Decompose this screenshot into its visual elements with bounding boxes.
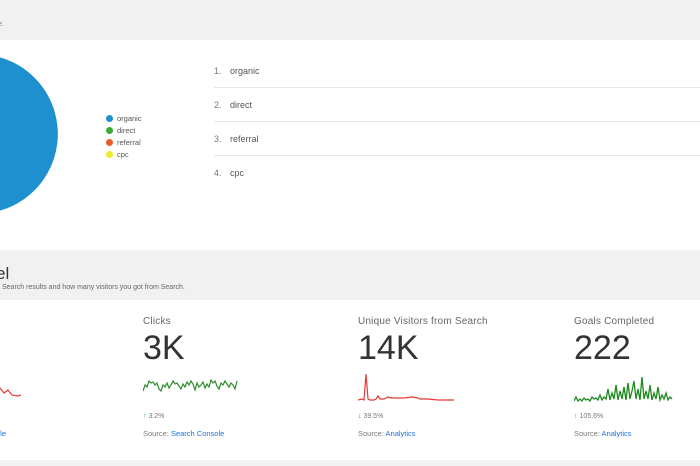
metric-title: Unique Visitors from Search xyxy=(358,316,488,327)
source-link-search-console[interactable]: Search Console xyxy=(170,429,225,438)
legend-label: direct xyxy=(117,125,136,135)
rank-number: 2. xyxy=(214,99,222,110)
rank-number: 3. xyxy=(214,133,222,144)
source-label: Source: xyxy=(143,429,169,438)
rank-number: 4. xyxy=(214,168,222,178)
legend-label: organic xyxy=(117,113,142,123)
legend-item-cpc[interactable]: cpc xyxy=(106,148,142,160)
metric-source: Source: Search Console xyxy=(143,429,323,438)
source-link-analytics[interactable]: Analytics xyxy=(385,429,416,438)
sparkline-chart xyxy=(142,371,323,405)
metric-goals-completed: Goals Completed 222 ↑ 105.6% Source: Ana… xyxy=(573,316,700,438)
list-item: 3. referral xyxy=(214,122,700,156)
metric-title: Clicks xyxy=(143,316,171,327)
bottom-band xyxy=(0,460,700,466)
section-description: e. xyxy=(0,21,4,28)
section-title: el xyxy=(0,264,10,283)
metric-change: ↑ 105.6% xyxy=(574,413,700,420)
metric-title: Goals Completed xyxy=(574,316,655,327)
list-item: 1. organic xyxy=(214,54,700,88)
list-item: 4. cpc xyxy=(214,156,700,190)
rank-label: organic xyxy=(230,65,260,76)
metric-source: Source: Analytics xyxy=(574,429,700,438)
search-funnel-card: ole Clicks 3K ↑ 3.2% Source: Search Cons… xyxy=(0,300,700,460)
legend-item-direct[interactable]: direct xyxy=(106,124,142,136)
legend-label: cpc xyxy=(117,149,129,159)
metric-clicks: Clicks 3K ↑ 3.2% Source: Search Console xyxy=(142,316,323,438)
metric-value: 14K xyxy=(358,329,419,367)
metric-impressions: ole xyxy=(0,316,42,438)
pie-svg xyxy=(0,56,59,212)
legend-dot-icon xyxy=(106,114,113,122)
metric-value: 3K xyxy=(143,329,185,367)
legend-item-organic[interactable]: organic xyxy=(106,112,142,124)
metric-title xyxy=(0,316,42,327)
pie-legend: organic direct referral cpc xyxy=(106,112,142,160)
traffic-pie-chart[interactable]: 53.7% xyxy=(0,54,59,214)
legend-dot-icon xyxy=(106,126,113,134)
traffic-sources-list: 1. organic 2. direct 3. referral 4. cpc xyxy=(214,54,700,190)
metric-change: ↑ 3.2% xyxy=(143,413,323,420)
rank-label: direct xyxy=(230,99,253,110)
change-value: 105.6% xyxy=(579,413,604,420)
trend-up-icon: ↑ xyxy=(574,413,578,420)
metric-value: 222 xyxy=(574,329,631,367)
rank-label: referral xyxy=(230,133,259,144)
trend-up-icon: ↑ xyxy=(143,413,147,420)
sparkline-chart xyxy=(357,371,538,405)
source-label: Source: xyxy=(358,429,384,438)
legend-dot-icon xyxy=(106,138,113,146)
rank-label: cpc xyxy=(230,168,245,178)
top-band: e. xyxy=(0,0,700,40)
metric-unique-visitors: Unique Visitors from Search 14K ↓ 39.5% … xyxy=(357,316,538,438)
change-value: 39.5% xyxy=(363,413,384,420)
list-item: 2. direct xyxy=(214,88,700,122)
source-link[interactable]: ole xyxy=(0,429,7,438)
metric-source: ole xyxy=(0,429,42,438)
metric-change xyxy=(0,413,42,420)
traffic-sources-card: 53.7% organic direct referral cpc 1. org… xyxy=(0,40,700,250)
rank-number: 1. xyxy=(214,65,222,76)
legend-item-referral[interactable]: referral xyxy=(106,136,142,148)
sparkline-chart xyxy=(573,371,700,405)
metric-value xyxy=(0,331,42,365)
search-funnel-header: el Search results and how many visitors … xyxy=(0,250,700,300)
legend-dot-icon xyxy=(106,150,113,158)
sparkline-chart xyxy=(0,371,42,405)
metric-source: Source: Analytics xyxy=(358,429,538,438)
metric-change: ↓ 39.5% xyxy=(358,413,538,420)
change-value: 3.2% xyxy=(148,413,165,420)
legend-label: referral xyxy=(117,137,141,147)
source-label: Source: xyxy=(574,429,600,438)
source-link-analytics[interactable]: Analytics xyxy=(601,429,632,438)
section-description: Search results and how many visitors you… xyxy=(2,284,185,291)
trend-down-icon: ↓ xyxy=(358,413,362,420)
